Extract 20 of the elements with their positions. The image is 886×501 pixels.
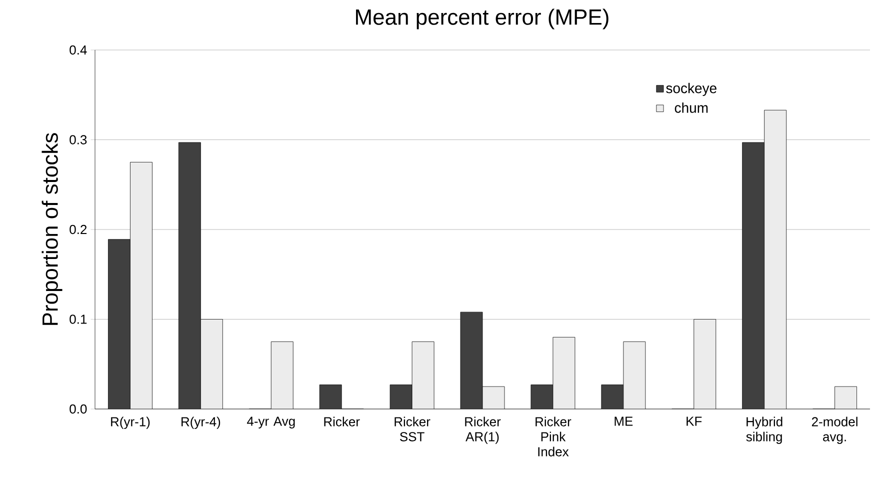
- x-tick-label: ME: [614, 416, 633, 426]
- x-tick-label: 4-yr Avg: [246, 416, 295, 428]
- x-tick-label: Ricker SST: [394, 416, 430, 442]
- y-tick-label: 0.4: [70, 45, 87, 55]
- legend-label: chum: [674, 102, 708, 113]
- x-tick-label: Ricker: [324, 416, 360, 426]
- x-tick-label: R(yr-4): [182, 416, 220, 429]
- x-tick-label: Hybrid sibling: [746, 416, 782, 444]
- y-tick-label: 0.1: [70, 314, 87, 324]
- x-tick-label: R(yr-1): [111, 416, 150, 429]
- legend-label: sockeye: [666, 82, 716, 96]
- y-axis-title: Proportion of stocks: [42, 133, 62, 325]
- chart-title: Mean percent error (MPE): [356, 8, 608, 30]
- x-tick-label: 2-model avg.: [812, 416, 858, 444]
- x-tick-label: Ricker Pink Index: [536, 416, 572, 456]
- y-tick-label: 0.2: [70, 224, 87, 234]
- y-tick-label: 0.3: [70, 135, 87, 144]
- x-tick-label: KF: [686, 416, 702, 426]
- x-tick-label: Ricker AR(1): [465, 416, 501, 444]
- y-tick-label: 0.0: [70, 404, 87, 414]
